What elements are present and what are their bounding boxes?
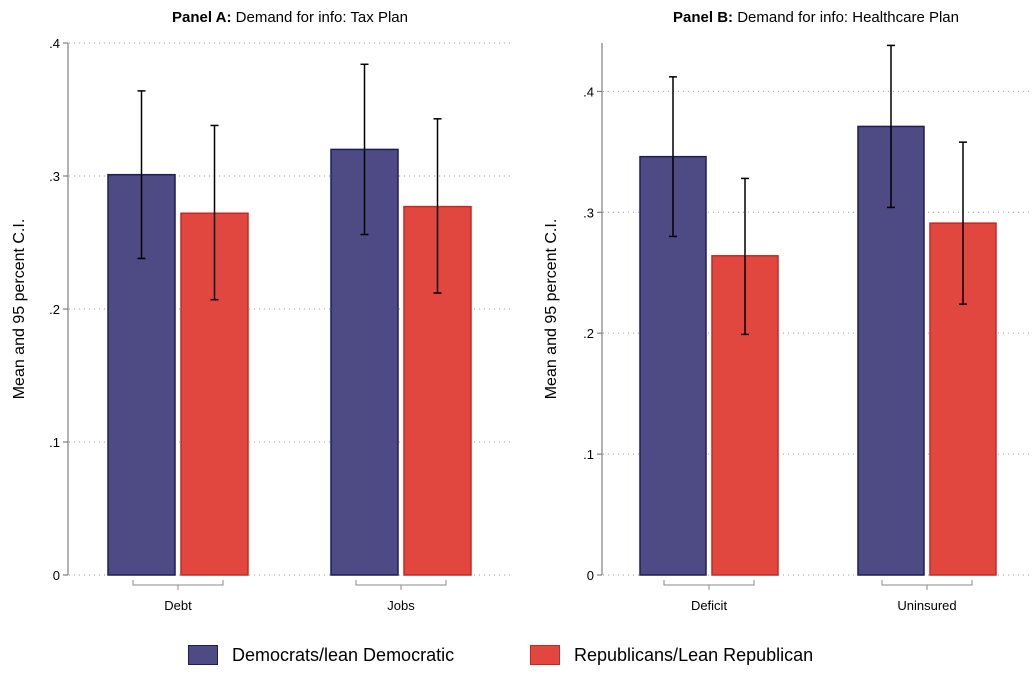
x-tick-label: Deficit <box>691 598 728 613</box>
y-tick-label: .2 <box>49 302 60 317</box>
chart-title: Panel B: Demand for info: Healthcare Pla… <box>673 9 959 26</box>
category-bracket <box>132 580 224 586</box>
category-bracket <box>355 580 447 586</box>
y-tick-label: .2 <box>583 326 594 341</box>
x-tick-label: Jobs <box>387 598 415 613</box>
legend-swatch-republicans <box>530 645 560 665</box>
y-tick-label: .4 <box>583 84 594 99</box>
y-tick-label: 0 <box>587 568 594 583</box>
x-tick-label: Uninsured <box>897 598 956 613</box>
panel-b: Panel B: Demand for info: Healthcare Pla… <box>543 9 1030 613</box>
y-tick-label: .3 <box>583 205 594 220</box>
y-tick-label: .3 <box>49 169 60 184</box>
legend-item-republicans: Republicans/Lean Republican <box>530 640 813 670</box>
y-axis-label: Mean and 95 percent C.I. <box>543 219 560 400</box>
y-tick-label: .4 <box>49 36 60 51</box>
y-tick-label: 0 <box>53 568 60 583</box>
panel-a: Panel A: Demand for info: Tax Plan Mean a… <box>11 9 510 613</box>
chart-title-text: Demand for info: Tax Plan <box>231 9 407 26</box>
legend: Democrats/lean Democratic Republicans/Le… <box>0 640 1035 670</box>
chart-title-text: Demand for info: Healthcare Plan <box>733 9 959 26</box>
legend-swatch-democrats <box>188 645 218 665</box>
legend-item-democrats: Democrats/lean Democratic <box>188 640 454 670</box>
x-tick-label: Debt <box>164 598 192 613</box>
chart-title-bold: Panel B: <box>673 9 733 26</box>
category-bracket <box>881 580 973 586</box>
legend-label-republicans: Republicans/Lean Republican <box>574 644 814 665</box>
legend-label-democrats: Democrats/lean Democratic <box>232 644 455 665</box>
chart-title: Panel A: Demand for info: Tax Plan <box>172 9 408 26</box>
category-bracket <box>663 580 755 586</box>
y-tick-label: .1 <box>583 447 594 462</box>
chart-title-bold: Panel A: <box>172 9 231 26</box>
y-axis-label: Mean and 95 percent C.I. <box>11 219 28 400</box>
y-tick-label: .1 <box>49 435 60 450</box>
